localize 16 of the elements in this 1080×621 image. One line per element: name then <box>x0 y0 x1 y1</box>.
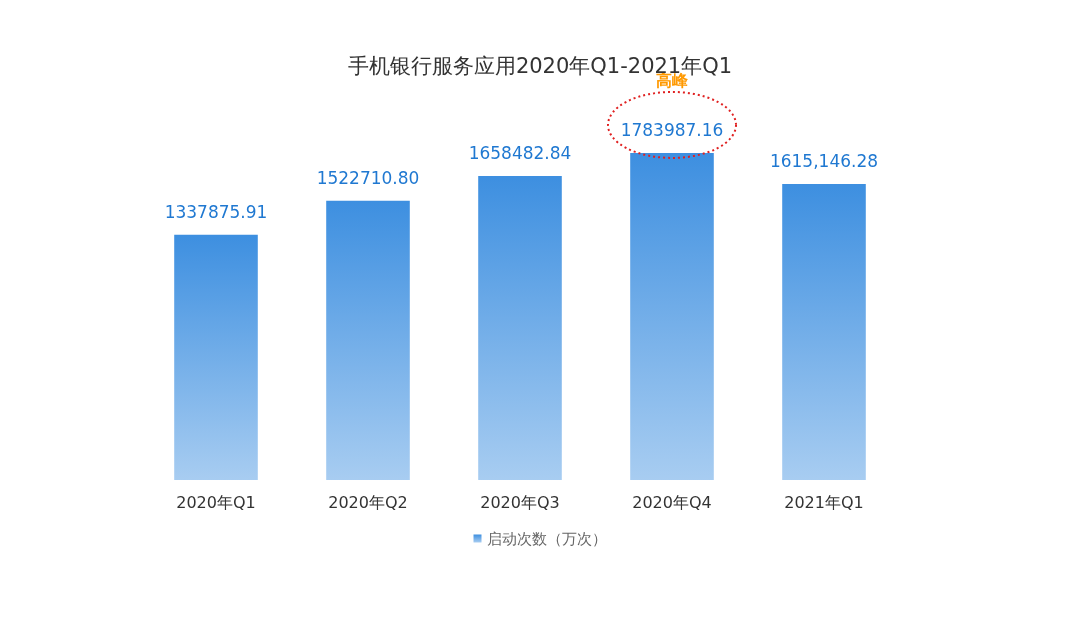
data-label: 1658482.84 <box>468 143 572 164</box>
x-tick-label: 2020年Q4 <box>632 492 712 512</box>
data-label: 1783987.16 <box>620 120 724 141</box>
x-tick-label: 2021年Q1 <box>784 492 864 512</box>
data-label: 1337875.91 <box>164 202 268 223</box>
x-tick-label: 2020年Q2 <box>328 492 408 512</box>
bar <box>326 200 410 480</box>
bar <box>174 234 258 480</box>
data-label: 1615,146.28 <box>769 151 879 172</box>
x-tick-label: 2020年Q3 <box>480 492 560 512</box>
bar <box>630 152 714 480</box>
legend-label: 启动次数（万次） <box>486 529 607 548</box>
bar <box>478 175 562 480</box>
data-label: 1522710.80 <box>316 168 420 189</box>
x-tick-label: 2020年Q1 <box>176 492 256 512</box>
bar <box>782 183 866 480</box>
